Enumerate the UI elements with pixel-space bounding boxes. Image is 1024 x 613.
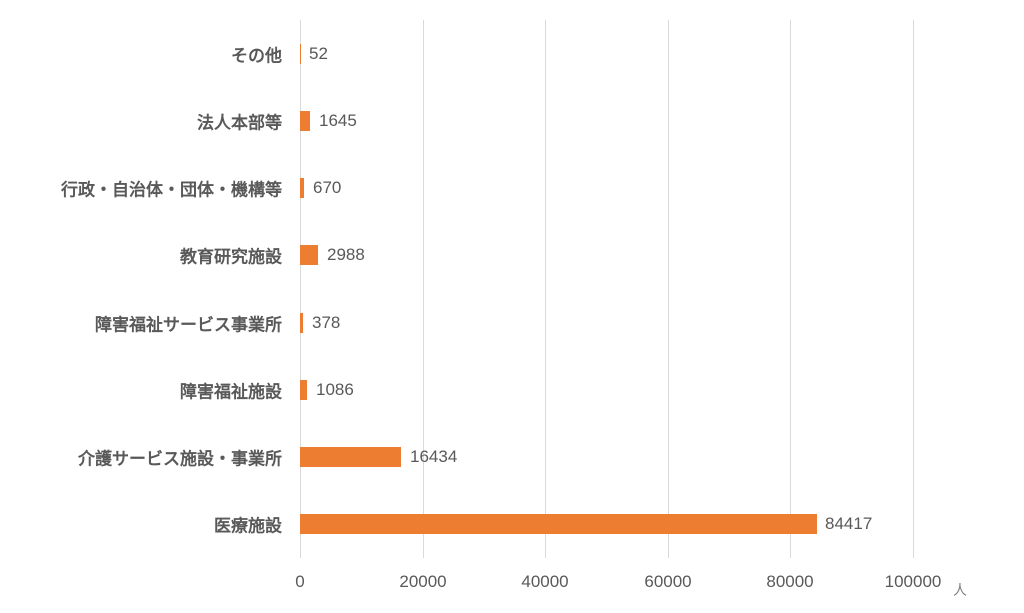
- x-tick-label: 40000: [521, 572, 569, 591]
- category-label: 法人本部等: [197, 113, 282, 134]
- gridline-0: [300, 20, 301, 558]
- x-tick-label: 100000: [884, 572, 942, 591]
- value-label: 378: [312, 313, 341, 332]
- category-label: 教育研究施設: [180, 247, 282, 268]
- category-label: 医療施設: [214, 516, 282, 537]
- bar-education-research: [300, 245, 318, 265]
- value-label: 1645: [319, 111, 357, 130]
- value-label: 2988: [327, 245, 365, 264]
- bar-government: [300, 178, 304, 198]
- value-label: 1086: [316, 380, 354, 399]
- x-tick-label: 80000: [766, 572, 814, 591]
- bar-disability-facility: [300, 380, 307, 400]
- category-label: 障害福祉サービス事業所: [95, 315, 282, 336]
- bar-care-service: [300, 447, 401, 467]
- category-label: 介護サービス施設・事業所: [78, 449, 282, 470]
- bar-medical-facility: [300, 514, 817, 534]
- gridline-60000: [668, 20, 669, 558]
- bar-corporate-hq: [300, 111, 310, 131]
- gridline-20000: [423, 20, 424, 558]
- bar-disability-service-office: [300, 313, 303, 333]
- value-label: 16434: [410, 447, 458, 466]
- category-label: 障害福祉施設: [180, 382, 282, 403]
- value-label: 84417: [825, 514, 873, 533]
- gridline-40000: [545, 20, 546, 558]
- category-label: その他: [231, 46, 282, 67]
- value-label: 670: [313, 178, 342, 197]
- x-axis-unit-label: 人: [953, 583, 967, 599]
- value-label: 52: [309, 44, 328, 63]
- x-tick-label: 0: [295, 572, 305, 591]
- x-tick-label: 60000: [644, 572, 692, 591]
- category-label: 行政・自治体・団体・機構等: [61, 180, 282, 201]
- x-tick-label: 20000: [399, 572, 447, 591]
- gridline-100000: [913, 20, 914, 558]
- gridline-80000: [790, 20, 791, 558]
